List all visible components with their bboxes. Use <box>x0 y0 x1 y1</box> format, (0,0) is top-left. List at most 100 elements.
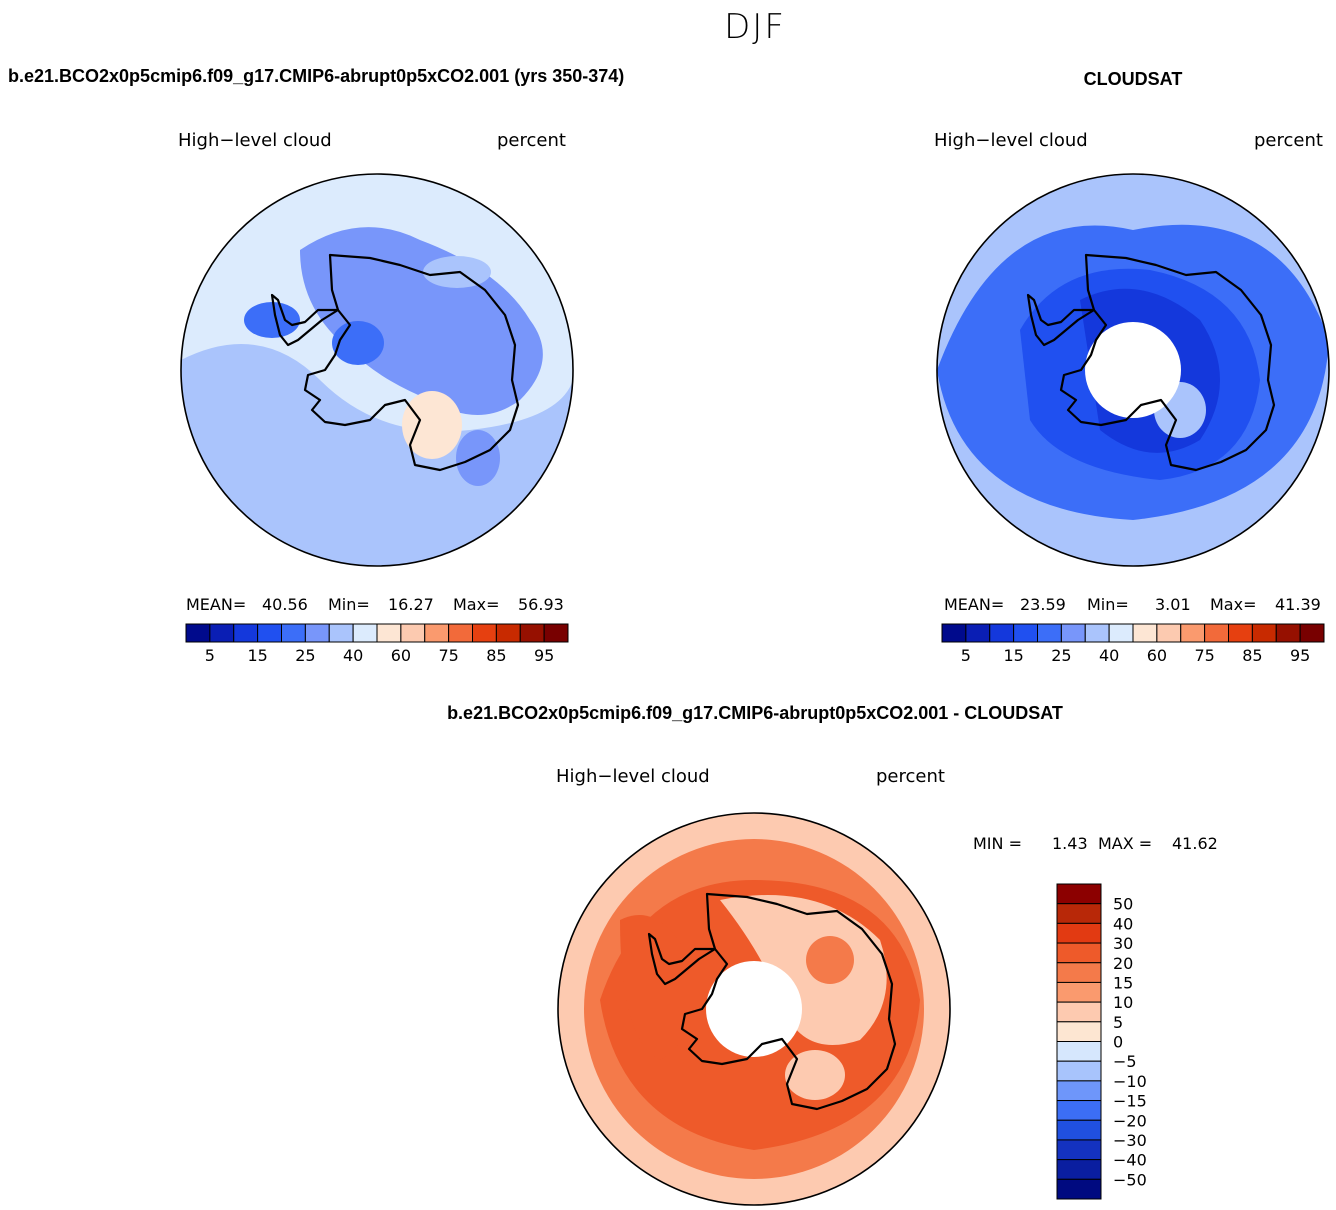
colorbar-tick-label: 40 <box>1113 914 1133 933</box>
colorbar-tick-label: 5 <box>1113 1013 1123 1032</box>
colorbar-tick-label: 25 <box>295 646 315 665</box>
svg-text:MEAN=: MEAN= <box>186 595 246 614</box>
colorbar-swatch <box>209 623 235 643</box>
colorbar-swatch <box>1228 623 1253 643</box>
colorbar-swatch <box>1084 623 1110 643</box>
colorbar-tick-label: 15 <box>247 646 267 665</box>
colorbar-tick-label: 5 <box>961 646 971 665</box>
colorbar-swatch <box>257 623 282 643</box>
colorbar-tick-label: −20 <box>1113 1111 1147 1130</box>
colorbar-swatch <box>352 623 378 643</box>
svg-text:Min=: Min= <box>328 595 370 614</box>
colorbar-tick-label: 40 <box>1099 646 1119 665</box>
colorbar-tick-label: 85 <box>486 646 506 665</box>
colorbar-tick-label: 40 <box>343 646 363 665</box>
colorbar-swatch <box>1056 903 1102 924</box>
colorbar-swatch <box>1156 623 1182 643</box>
colorbar-swatch <box>1180 623 1206 643</box>
colorbar-swatch <box>1108 623 1134 643</box>
model-stats: MEAN= 40.56 Min= 16.27 Max= 56.93 <box>186 595 564 614</box>
colorbar-tick-label: 5 <box>205 646 215 665</box>
colorbar-tick-label: 75 <box>1194 646 1214 665</box>
svg-text:40.56: 40.56 <box>262 595 308 614</box>
colorbar-swatch <box>1056 1021 1102 1042</box>
model-units-label: percent <box>497 130 566 151</box>
colorbar-swatch <box>185 623 211 643</box>
model-case-title: b.e21.BCO2x0p5cmip6.f09_g17.CMIP6-abrupt… <box>8 66 624 86</box>
colorbar-tick-label: 15 <box>1003 646 1023 665</box>
svg-text:41.62: 41.62 <box>1172 834 1218 853</box>
svg-text:23.59: 23.59 <box>1020 595 1066 614</box>
colorbar-swatch <box>376 623 402 643</box>
model-map <box>180 173 574 567</box>
model-colorbar: 5 15 25 40 60 75 85 95 <box>185 623 569 665</box>
colorbar-swatch <box>965 623 991 643</box>
colorbar-swatch <box>1299 623 1325 643</box>
svg-text:Max=: Max= <box>453 595 499 614</box>
colorbar-tick-label: −40 <box>1113 1151 1147 1170</box>
colorbar-swatch <box>1056 922 1102 944</box>
colorbar-swatch <box>1251 623 1277 643</box>
colorbar-tick-label: −15 <box>1113 1092 1147 1111</box>
difference-map <box>557 812 951 1206</box>
colorbar-swatch <box>424 623 450 643</box>
svg-text:MIN =: MIN = <box>973 834 1022 853</box>
obs-map <box>936 173 1330 567</box>
colorbar-swatch <box>233 623 259 643</box>
colorbar-tick-label: −5 <box>1113 1052 1137 1071</box>
colorbar-tick-label: 25 <box>1051 646 1071 665</box>
colorbar-swatch <box>1056 981 1102 1003</box>
colorbar-tick-label: −50 <box>1113 1170 1147 1189</box>
obs-stats: MEAN= 23.59 Min= 3.01 Max= 41.39 <box>944 595 1321 614</box>
colorbar-swatch <box>1060 623 1086 643</box>
obs-variable-label: High−level cloud <box>934 130 1088 151</box>
difference-variable-label: High−level cloud <box>556 766 710 787</box>
colorbar-swatch <box>1037 623 1062 643</box>
colorbar-swatch <box>1056 1178 1102 1200</box>
svg-text:16.27: 16.27 <box>388 595 434 614</box>
colorbar-swatch <box>1056 1001 1102 1023</box>
colorbar-swatch <box>1204 623 1229 643</box>
colorbar-swatch <box>304 623 330 643</box>
colorbar-tick-label: 10 <box>1113 993 1133 1012</box>
colorbar-tick-label: 95 <box>534 646 554 665</box>
colorbar-swatch <box>448 623 473 643</box>
difference-case-title: b.e21.BCO2x0p5cmip6.f09_g17.CMIP6-abrupt… <box>447 703 1063 723</box>
colorbar-tick-label: 95 <box>1290 646 1310 665</box>
colorbar-swatch <box>1056 1139 1102 1161</box>
colorbar-tick-label: 50 <box>1113 895 1133 914</box>
page-title: DJF <box>724 7 786 47</box>
difference-minmax: MIN = 1.43 MAX = 41.62 <box>973 834 1218 853</box>
colorbar-swatch <box>1275 623 1301 643</box>
colorbar-swatch <box>400 623 426 643</box>
colorbar-swatch <box>1056 962 1102 983</box>
svg-text:Max=: Max= <box>1210 595 1256 614</box>
colorbar-swatch <box>1013 623 1038 643</box>
svg-text:56.93: 56.93 <box>518 595 564 614</box>
colorbar-swatch <box>1056 1100 1102 1121</box>
colorbar-swatch <box>519 623 545 643</box>
svg-text:Min=: Min= <box>1087 595 1129 614</box>
colorbar-tick-label: 30 <box>1113 934 1133 953</box>
model-variable-label: High−level cloud <box>178 130 332 151</box>
colorbar-swatch <box>1056 942 1102 964</box>
svg-text:MAX =: MAX = <box>1098 834 1152 853</box>
colorbar-swatch <box>1132 623 1158 643</box>
colorbar-swatch <box>472 623 497 643</box>
colorbar-tick-label: 60 <box>1147 646 1167 665</box>
colorbar-swatch <box>1056 1060 1102 1082</box>
colorbar-swatch <box>1056 1080 1102 1102</box>
colorbar-tick-label: 85 <box>1242 646 1262 665</box>
colorbar-swatch <box>1056 1041 1102 1062</box>
obs-colorbar: 5 15 25 40 60 75 85 95 <box>941 623 1325 665</box>
colorbar-swatch <box>989 623 1015 643</box>
colorbar-tick-label: 75 <box>438 646 458 665</box>
colorbar-swatch <box>495 623 521 643</box>
colorbar-tick-label: 60 <box>391 646 411 665</box>
colorbar-swatch <box>281 623 306 643</box>
colorbar-tick-label: −30 <box>1113 1131 1147 1150</box>
svg-text:MEAN=: MEAN= <box>944 595 1004 614</box>
